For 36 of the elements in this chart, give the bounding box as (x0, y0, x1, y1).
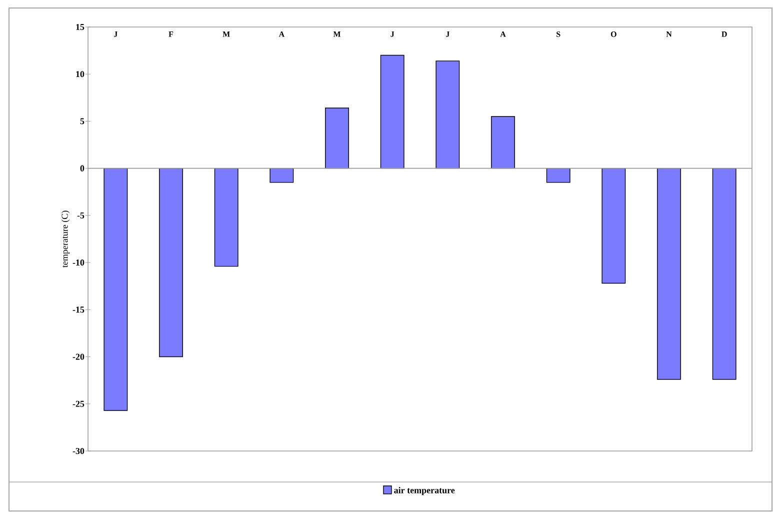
x-tick-label: J (446, 32, 450, 37)
x-tick-label: O (610, 32, 616, 37)
y-tick-label: -5 (77, 212, 84, 218)
y-axis-title: temperature (C) (61, 210, 70, 268)
x-tick-label: N (666, 32, 672, 37)
y-tick-label: -30 (72, 448, 84, 454)
bar (491, 116, 515, 169)
x-tick-label: S (556, 32, 560, 37)
x-tick-label: A (278, 32, 285, 37)
x-tick-label: A (500, 32, 506, 37)
bar (546, 168, 570, 183)
bar (657, 168, 681, 380)
x-tick-label: M (222, 32, 230, 37)
x-tick-label: F (168, 32, 174, 37)
bar (436, 60, 460, 169)
y-tick-label: 10 (76, 71, 84, 78)
y-tick-label: -15 (72, 306, 84, 313)
bar (104, 168, 128, 411)
bar (159, 168, 183, 358)
y-tick-label: -10 (72, 260, 84, 266)
y-tick-label: -20 (72, 354, 84, 360)
x-tick-label: J (390, 32, 394, 37)
legend-label: air temperature (394, 486, 455, 496)
y-tick-label: 0 (80, 165, 84, 172)
bar (602, 168, 626, 284)
bar (380, 54, 404, 169)
y-tick-label: 15 (76, 24, 84, 30)
y-tick-label: 5 (80, 118, 84, 124)
bar (214, 168, 238, 267)
bar (712, 168, 736, 380)
y-tick-label: -25 (72, 400, 84, 407)
bar (270, 168, 294, 183)
x-tick-label: D (722, 32, 727, 37)
bar (325, 108, 349, 169)
x-tick-label: J (114, 32, 118, 37)
x-tick-label: M (333, 32, 341, 37)
